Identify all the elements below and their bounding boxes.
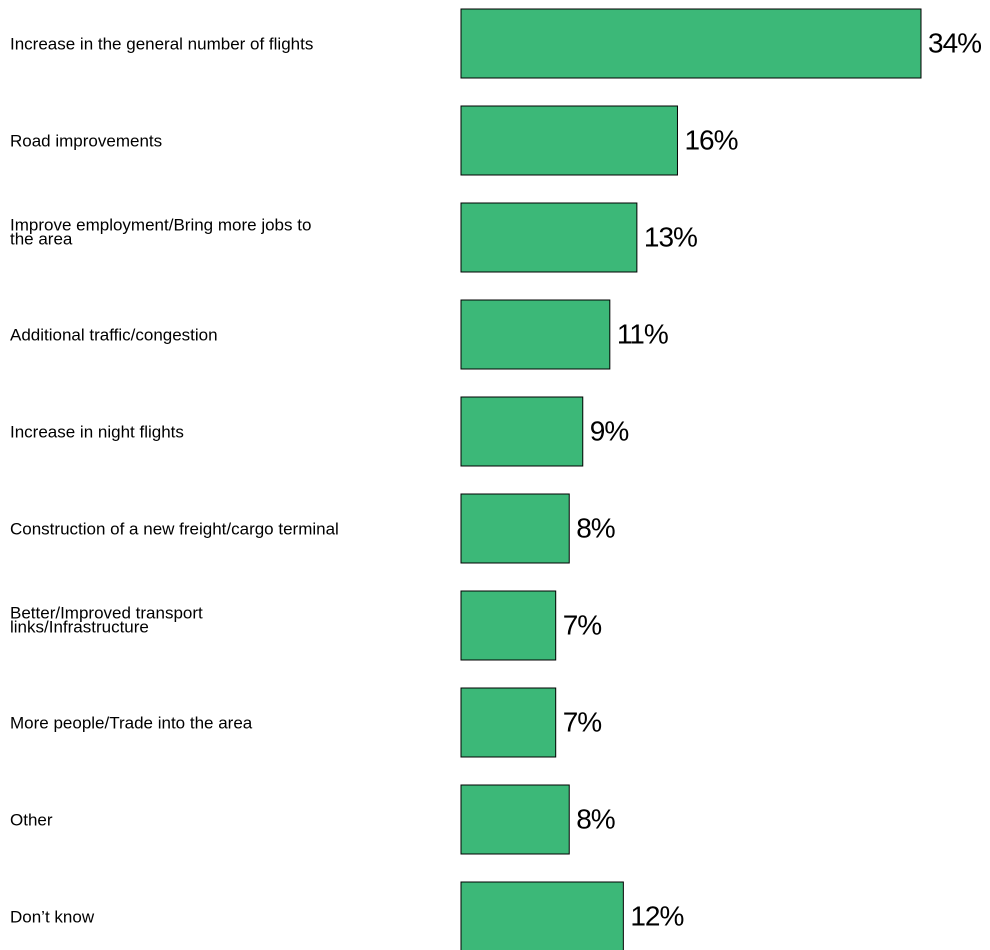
category-label-4: Increase in night flights (10, 423, 184, 442)
bar-1 (460, 105, 678, 176)
bar-6 (460, 590, 557, 661)
category-label-line: links/Infrastructure (10, 618, 149, 637)
value-label-3: 11% (617, 319, 668, 350)
bar-9 (460, 881, 624, 950)
category-label-line: Increase in the general number of flight… (10, 35, 313, 54)
category-label-line: Road improvements (10, 132, 162, 151)
category-label-3: Additional traffic/congestion (10, 326, 218, 345)
category-label-line: Construction of a new freight/cargo term… (10, 520, 339, 539)
bar-5 (460, 493, 570, 564)
value-label-7: 7% (563, 707, 602, 738)
value-label-5: 8% (576, 513, 615, 544)
value-label-8: 8% (576, 804, 615, 835)
bar-7 (460, 687, 557, 758)
bar-8 (460, 784, 570, 855)
category-label-7: More people/Trade into the area (10, 714, 253, 733)
value-label-9: 12% (630, 901, 683, 932)
category-label-6: Better/Improved transport links/Infrastru… (10, 604, 203, 637)
value-label-0: 34% (928, 28, 981, 59)
category-label-line: Additional traffic/congestion (10, 326, 218, 345)
bar-2 (460, 202, 638, 273)
category-label-line: Better/Improved transport (10, 604, 203, 623)
category-label-line: Increase in night flights (10, 423, 184, 442)
value-label-6: 7% (563, 610, 602, 641)
bar-4 (460, 396, 584, 467)
category-label-line: the area (10, 230, 73, 249)
category-label-8: Other (10, 811, 53, 830)
category-label-line: More people/Trade into the area (10, 714, 253, 733)
category-label-line: Other (10, 811, 53, 830)
value-label-2: 13% (644, 222, 697, 253)
category-label-1: Road improvements (10, 132, 162, 151)
value-label-1: 16% (684, 125, 737, 156)
category-label-2: Improve employment/Bring more jobs to the… (10, 216, 311, 249)
category-label-9: Don’t know (10, 908, 95, 927)
category-label-5: Construction of a new freight/cargo term… (10, 520, 339, 539)
category-label-line: Don’t know (10, 908, 95, 927)
value-label-4: 9% (590, 416, 629, 447)
bar-3 (460, 299, 611, 370)
category-label-line: Improve employment/Bring more jobs to (10, 216, 311, 235)
bar-0 (460, 8, 922, 79)
category-label-0: Increase in the general number of flight… (10, 35, 313, 54)
